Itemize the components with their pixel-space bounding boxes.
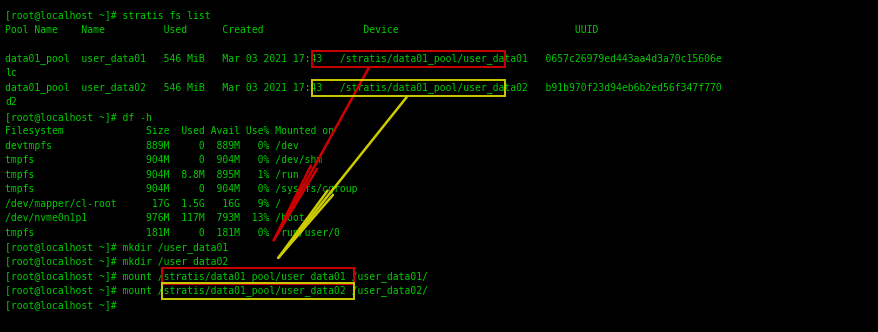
Text: [root@localhost ~]# mount /stratis/data01_pool/user_data02 /user_data02/: [root@localhost ~]# mount /stratis/data0… bbox=[5, 285, 428, 296]
Text: [root@localhost ~]#: [root@localhost ~]# bbox=[5, 300, 117, 310]
Text: d2: d2 bbox=[5, 97, 17, 107]
Text: tmpfs                   904M     0  904M   0% /sys/fs/cgroup: tmpfs 904M 0 904M 0% /sys/fs/cgroup bbox=[5, 184, 357, 194]
Bar bbox=[162, 268, 354, 284]
Bar bbox=[312, 80, 504, 96]
Bar bbox=[312, 51, 504, 67]
Text: [root@localhost ~]# mkdir /user_data01: [root@localhost ~]# mkdir /user_data01 bbox=[5, 242, 228, 253]
Text: /dev/mapper/cl-root      17G  1.5G   16G   9% /: /dev/mapper/cl-root 17G 1.5G 16G 9% / bbox=[5, 199, 281, 209]
Text: [root@localhost ~]# stratis fs list: [root@localhost ~]# stratis fs list bbox=[5, 10, 211, 20]
Text: Pool Name    Name          Used      Created                 Device             : Pool Name Name Used Created Device bbox=[5, 25, 598, 35]
Text: devtmpfs                889M     0  889M   0% /dev: devtmpfs 889M 0 889M 0% /dev bbox=[5, 141, 299, 151]
Text: [root@localhost ~]# mkdir /user_data02: [root@localhost ~]# mkdir /user_data02 bbox=[5, 256, 228, 267]
Bar bbox=[162, 283, 354, 299]
Text: [root@localhost ~]# mount /stratis/data01_pool/user_data01 /user_data01/: [root@localhost ~]# mount /stratis/data0… bbox=[5, 271, 428, 282]
Text: [root@localhost ~]# df -h: [root@localhost ~]# df -h bbox=[5, 112, 152, 122]
Text: Filesystem              Size  Used Avail Use% Mounted on: Filesystem Size Used Avail Use% Mounted … bbox=[5, 126, 334, 136]
Text: data01_pool  user_data01   546 MiB   Mar 03 2021 17:43   /stratis/data01_pool/us: data01_pool user_data01 546 MiB Mar 03 2… bbox=[5, 53, 721, 64]
Text: lc: lc bbox=[5, 68, 17, 78]
Text: /dev/nvme0n1p1          976M  117M  793M  13% /boot: /dev/nvme0n1p1 976M 117M 793M 13% /boot bbox=[5, 213, 305, 223]
Text: tmpfs                   904M  8.8M  895M   1% /run: tmpfs 904M 8.8M 895M 1% /run bbox=[5, 170, 299, 180]
Text: data01_pool  user_data02   546 MiB   Mar 03 2021 17:43   /stratis/data01_pool/us: data01_pool user_data02 546 MiB Mar 03 2… bbox=[5, 82, 721, 93]
Text: tmpfs                   181M     0  181M   0% /run/user/0: tmpfs 181M 0 181M 0% /run/user/0 bbox=[5, 228, 340, 238]
Text: tmpfs                   904M     0  904M   0% /dev/shm: tmpfs 904M 0 904M 0% /dev/shm bbox=[5, 155, 322, 165]
